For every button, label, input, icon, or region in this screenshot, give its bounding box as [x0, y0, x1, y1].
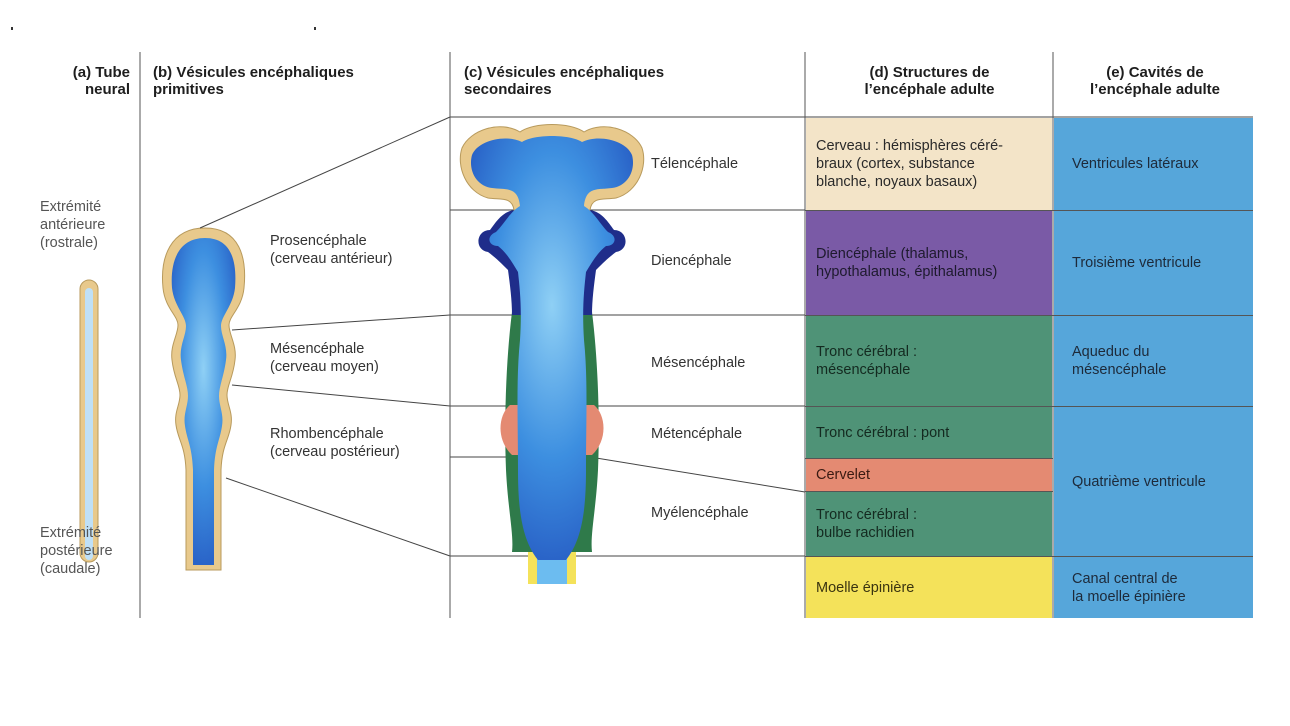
myelencephalon-label: Myélencéphale [651, 505, 749, 521]
cavity-fourth-ventricle: Quatrième ventricule [1054, 407, 1253, 556]
structure-diencephalon: Diencéphale (thalamus, hypothalamus, épi… [806, 211, 1052, 315]
structure-cerebellum: Cervelet [806, 459, 1052, 491]
mesencephalon-secondary-label: Mésencéphale [651, 355, 746, 371]
mesencephalon-label: Mésencéphale (cerveau moyen) [270, 341, 379, 375]
structure-spinal-cord: Moelle épinière [806, 557, 1052, 618]
anterior-end-label: Extrémité antérieure (rostrale) [40, 199, 106, 251]
structure-brainstem-pons: Tronc cérébral : pont [806, 407, 1052, 458]
header-adult-cavities: (e) Cavités de l’encéphale adulte [1089, 64, 1221, 98]
cavity-cerebral-aqueduct: Aqueduc du mésencéphale [1054, 316, 1253, 406]
header-primary-vesicles: (b) Vésicules encéphaliques primitives [153, 64, 354, 98]
telencephalon-label: Télencéphale [651, 156, 739, 172]
diencephalon-label: Diencéphale [651, 253, 732, 269]
header-adult-structures: (d) Structures de l’encéphale adulte [864, 64, 995, 98]
structure-cerebrum: Cerveau : hémisphères céré- braux (corte… [806, 118, 1052, 210]
connector-lines [199, 116, 1253, 557]
secondary-vesicles-figure [459, 124, 645, 584]
row-divider [805, 556, 1253, 557]
row-divider [805, 315, 1253, 316]
metencephalon-label: Métencéphale [651, 426, 743, 442]
speck-mark [314, 27, 316, 30]
primary-vesicles-figure [162, 227, 246, 571]
structure-brainstem-mesencephalon: Tronc cérébral : mésencéphale [806, 316, 1052, 406]
header-secondary-vesicles: (c) Vésicules encéphaliques secondaires [464, 64, 665, 98]
neural-tube-figure [79, 279, 99, 563]
rhombencephalon-label: Rhombencéphale (cerveau postérieur) [270, 426, 400, 460]
header-neural-tube: (a) Tube neural [72, 64, 130, 98]
row-divider [805, 406, 1253, 407]
cavity-lateral-ventricles: Ventricules latéraux [1054, 118, 1253, 210]
row-divider [805, 210, 1253, 211]
structure-brainstem-medulla: Tronc cérébral : bulbe rachidien [806, 492, 1052, 556]
row-divider [805, 491, 1053, 492]
cavity-central-canal: Canal central de la moelle épinière [1054, 557, 1253, 618]
prosencephalon-label: Prosencéphale (cerveau antérieur) [270, 233, 393, 267]
cavity-third-ventricle: Troisième ventricule [1054, 211, 1253, 315]
speck-mark [11, 27, 13, 30]
row-divider [805, 458, 1053, 459]
posterior-end-label: Extrémité postérieure (caudale) [40, 525, 113, 577]
